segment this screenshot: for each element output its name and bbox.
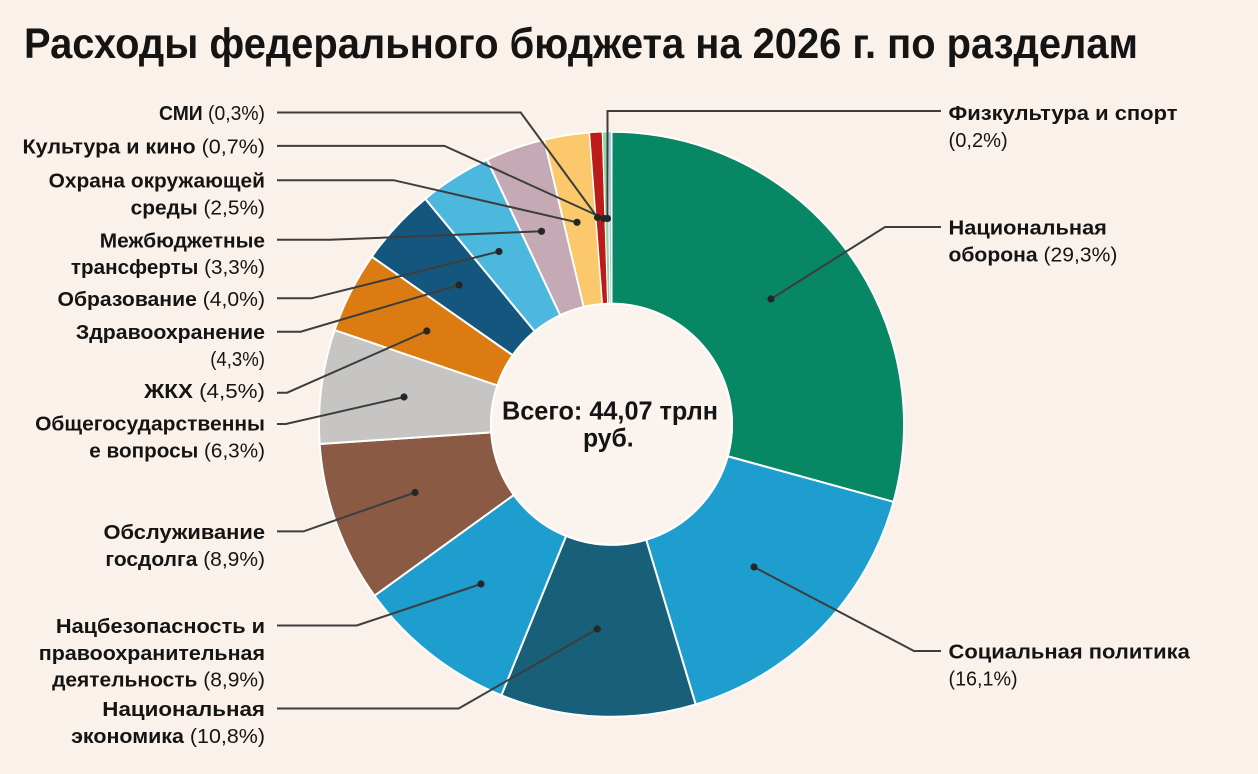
- svg-text:Расходы федерального бюджета н: Расходы федерального бюджета на 2026 г. …: [24, 21, 1138, 68]
- svg-text:(16,1%): (16,1%): [949, 667, 1018, 690]
- svg-text:Культура и кино (0,7%): Культура и кино (0,7%): [23, 135, 266, 158]
- svg-text:руб.: руб.: [583, 424, 634, 452]
- svg-text:ЖКХ (4,5%): ЖКХ (4,5%): [143, 380, 265, 403]
- svg-text:Здравоохранение: Здравоохранение: [76, 321, 265, 344]
- svg-text:госдолга (8,9%): госдолга (8,9%): [105, 548, 265, 571]
- svg-text:(4,3%): (4,3%): [210, 348, 265, 371]
- svg-text:Обслуживание: Обслуживание: [104, 521, 266, 544]
- svg-text:деятельность (8,9%): деятельность (8,9%): [52, 669, 265, 692]
- svg-text:Межбюджетные: Межбюджетные: [100, 229, 265, 252]
- svg-text:Нацбезопасность и: Нацбезопасность и: [56, 615, 265, 638]
- svg-text:правоохранительная: правоохранительная: [39, 642, 265, 665]
- svg-text:Охрана окружающей: Охрана окружающей: [49, 170, 265, 193]
- svg-text:(0,2%): (0,2%): [949, 129, 1008, 152]
- svg-text:Социальная политика: Социальная политика: [949, 641, 1191, 664]
- svg-text:оборона (29,3%): оборона (29,3%): [949, 243, 1118, 266]
- svg-text:трансферты (3,3%): трансферты (3,3%): [71, 256, 265, 279]
- svg-text:Образование (4,0%): Образование (4,0%): [58, 288, 266, 311]
- svg-text:Национальная: Национальная: [102, 698, 265, 721]
- svg-text:Национальная: Национальная: [949, 217, 1107, 240]
- svg-text:СМИ (0,3%): СМИ (0,3%): [159, 102, 265, 125]
- svg-text:среды (2,5%): среды (2,5%): [131, 197, 265, 220]
- svg-text:е вопросы (6,3%): е вопросы (6,3%): [89, 439, 265, 462]
- svg-text:Физкультура и спорт: Физкультура и спорт: [949, 102, 1178, 125]
- svg-text:Всего: 44,07 трлн: Всего: 44,07 трлн: [502, 398, 718, 426]
- svg-text:Общегосударственны: Общегосударственны: [35, 413, 265, 436]
- svg-text:экономика (10,8%): экономика (10,8%): [71, 725, 265, 748]
